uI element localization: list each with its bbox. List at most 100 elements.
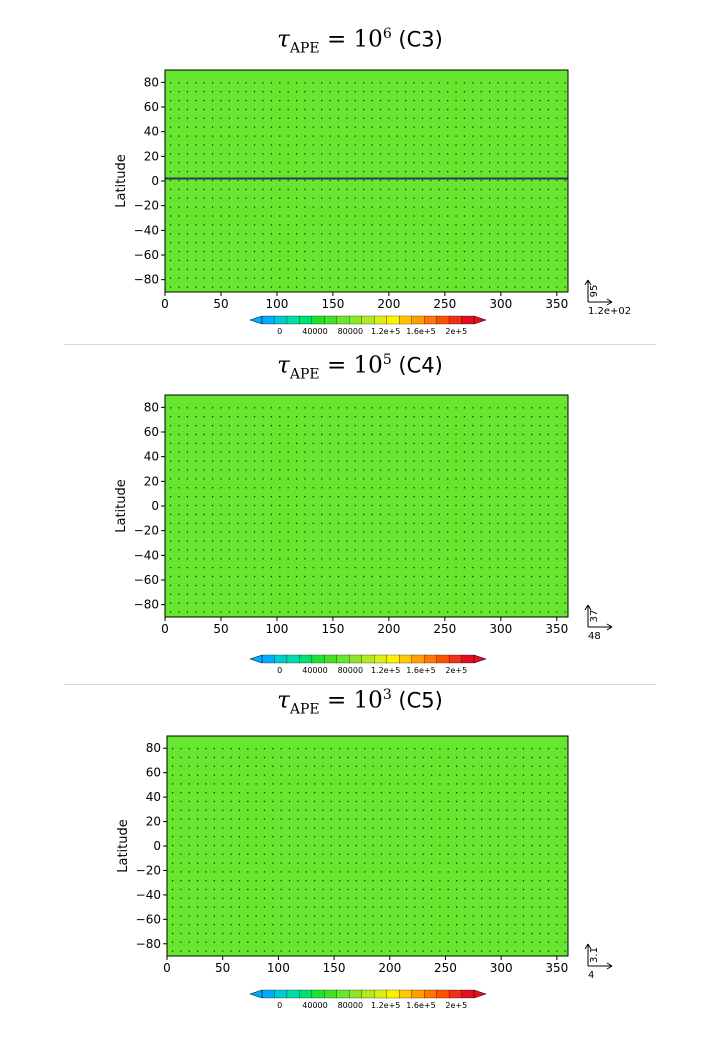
colorbar-swatch [361,654,375,664]
arrowhead-icon [606,962,613,970]
colorbar-swatch [299,989,313,999]
colorbar-tick-label: 1.6e+5 [406,1001,435,1010]
x-tick-label: 50 [213,622,228,636]
colorbar-swatch [436,654,450,664]
x-tick-label: 200 [377,297,400,311]
y-tick-label: 80 [146,741,161,755]
colorbar-swatch [349,315,363,325]
reference-horizontal-label: 1.2e+02 [588,306,631,317]
colorbar-swatch [274,989,288,999]
y-tick-label: −40 [136,888,161,902]
x-tick-label: 200 [378,961,401,975]
x-tick-label: 250 [433,622,456,636]
colorbar-swatch [399,989,413,999]
colorbar-swatch [374,989,388,999]
separator [64,344,656,345]
colorbar-swatch [349,654,363,664]
reference-vector: 95 1.2e+02 [584,279,631,317]
colorbar-swatch [336,654,350,664]
y-tick-label: 0 [151,174,159,188]
colorbar-swatch [399,654,413,664]
colorbar-swatch [336,315,350,325]
colorbar-swatch [448,315,462,325]
colorbar-swatch [324,654,338,664]
y-tick-label: −80 [136,937,161,951]
y-tick-label: 40 [144,450,159,464]
colorbar: 0 40000 80000 1.2e+5 1.6e+5 2e+5 [249,654,487,675]
y-tick-label: −20 [134,524,159,538]
arrowhead-icon [606,623,613,631]
chart-title: τAPE = 103 (C5) [277,687,443,718]
y-tick-label: 0 [153,839,161,853]
reference-vector: 3.14 [584,943,613,981]
x-tick-label: 50 [215,961,230,975]
colorbar-tick-label: 1.2e+5 [371,1001,400,1010]
x-tick-label: 200 [377,622,400,636]
x-tick-label: 300 [489,297,512,311]
chart-c3: 0 50 100 150 200 250 300 350806040200−20−40−60−… [114,69,631,336]
y-tick-label: 80 [144,75,159,89]
x-tick-label: 150 [321,297,344,311]
arrowhead-icon [606,298,613,306]
y-tick-label: 60 [146,766,161,780]
colorbar-tick-label: 40000 [302,1001,327,1010]
x-tick-label: 350 [545,297,568,311]
panel-c5: τAPE = 103 (C5) 0 50 100 150 200 250 300 350 80 6… [0,685,720,1040]
y-tick-label: −20 [136,863,161,877]
panel-c3: τAPE = 106 (C3) 0 50 100 150 200 250 300 350 80 6… [0,0,720,345]
x-tick-label: 150 [321,622,344,636]
colorbar-swatch [374,654,388,664]
y-axis-label: Latitude [116,819,131,873]
y-tick-label: −60 [136,912,161,926]
colorbar-swatch [461,654,475,664]
colorbar-tick-label: 0 [277,327,282,336]
colorbar-tick-label: 2e+5 [445,327,467,336]
reference-horizontal-label: 4 [588,970,594,981]
colorbar-tick-label: 0 [277,1001,282,1010]
x-tick-label: 300 [490,961,513,975]
y-tick-label: 20 [144,474,159,488]
chart-c5: 0 50 100 150 200 250 300 350806040200−20−40−60−… [116,735,613,1010]
colorbar-swatch [411,315,425,325]
reference-horizontal-label: 48 [588,631,601,642]
colorbar-swatch [399,315,413,325]
x-tick-label: 100 [267,961,290,975]
colorbar-swatch [386,989,400,999]
x-tick-label: 50 [213,297,228,311]
colorbar-tick-label: 2e+5 [445,1001,467,1010]
colorbar-swatch [261,654,275,664]
colorbar-swatch [286,654,300,664]
chart-title: τAPE = 106 (C3) [277,26,443,57]
colorbar-under-arrow [249,654,263,664]
x-tick-label: 100 [265,622,288,636]
y-tick-label: −60 [134,573,159,587]
colorbar-swatch [423,654,438,664]
colorbar-tick-label: 1.6e+5 [406,327,435,336]
colorbar-tick-label: 1.6e+5 [406,666,435,675]
y-tick-label: −40 [134,548,159,562]
colorbar-tick-label: 2e+5 [445,666,467,675]
colorbar-swatch [349,989,363,999]
colorbar-swatch [311,989,325,999]
colorbar-swatch [411,654,425,664]
colorbar-swatch [274,315,288,325]
colorbar-swatch [386,654,400,664]
y-tick-label: −20 [134,199,159,213]
y-tick-label: −80 [134,273,159,287]
colorbar-tick-label: 80000 [338,1001,363,1010]
colorbar-tick-label: 40000 [302,666,327,675]
vector-markers [171,748,566,952]
x-tick-label: 0 [161,297,169,311]
y-tick-label: −80 [134,598,159,612]
y-tick-label: 20 [144,149,159,163]
colorbar-swatch [299,654,313,664]
colorbar-tick-label: 80000 [338,327,363,336]
colorbar-swatch [261,989,275,999]
colorbar: 0 40000 80000 1.2e+5 1.6e+5 2e+5 [249,989,487,1010]
colorbar-swatch [436,989,450,999]
x-tick-label: 0 [163,961,171,975]
colorbar-tick-label: 80000 [338,666,363,675]
colorbar-swatch [436,315,450,325]
colorbar-swatch [311,315,325,325]
y-tick-label: 60 [144,425,159,439]
